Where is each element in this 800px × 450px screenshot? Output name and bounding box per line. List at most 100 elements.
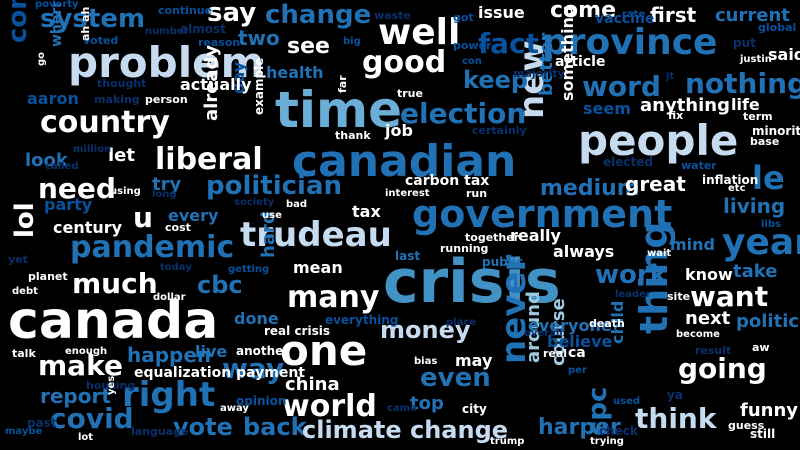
cloud-word: u <box>133 201 153 234</box>
cloud-word: make <box>38 349 123 382</box>
cloud-word: time <box>275 81 403 139</box>
cloud-word: even <box>420 363 491 393</box>
cloud-word: article <box>555 54 606 70</box>
cloud-word: wait <box>647 248 672 259</box>
cloud-word: believe <box>547 332 613 351</box>
cloud-word: debt <box>12 286 38 297</box>
cloud-word: used <box>613 396 641 407</box>
cloud-word: talk <box>12 347 36 360</box>
cloud-word: go <box>36 51 47 66</box>
cloud-word: long <box>152 189 177 200</box>
cloud-word: let <box>108 145 135 166</box>
cloud-word: elected <box>603 155 653 169</box>
cloud-word: true <box>397 87 423 100</box>
cloud-word: jt <box>666 71 675 82</box>
cloud-word: need <box>38 172 116 205</box>
cloud-word: many <box>287 280 380 315</box>
cloud-word: trump <box>490 436 525 447</box>
cloud-word: waste <box>374 9 411 22</box>
cloud-word: per <box>568 365 587 376</box>
cloud-word: far <box>336 75 349 93</box>
cloud-word: two <box>238 26 280 50</box>
cloud-word: nothing <box>685 67 800 100</box>
cloud-word: canada <box>8 291 219 351</box>
cloud-word: anything <box>640 95 730 116</box>
cloud-word: run <box>466 187 488 200</box>
cloud-word: site <box>667 290 691 303</box>
cloud-word: better <box>536 32 557 96</box>
cloud-word: ya <box>667 388 683 402</box>
cloud-word: thank <box>335 129 371 142</box>
cloud-word: election <box>400 97 527 130</box>
cloud-word: fact <box>478 27 540 60</box>
cloud-word: result <box>695 344 732 357</box>
cloud-word: lol <box>10 202 40 238</box>
cloud-word: covid <box>50 402 134 435</box>
cloud-word: say <box>207 0 257 28</box>
cloud-word: come <box>550 0 616 23</box>
cloud-word: guess <box>728 419 765 432</box>
cloud-word: great <box>625 172 686 196</box>
cloud-word: almost <box>180 22 226 36</box>
cloud-word: check <box>599 424 638 438</box>
cloud-word: next <box>685 308 731 329</box>
cloud-word: change <box>265 0 372 30</box>
cloud-word: way <box>222 352 285 385</box>
cloud-word: mean <box>293 258 343 277</box>
cloud-word: report <box>40 384 111 408</box>
cloud-word: planet <box>28 270 68 283</box>
cloud-word: justin <box>740 54 772 65</box>
cloud-word: see <box>287 34 330 59</box>
cloud-word: going <box>678 352 767 385</box>
cloud-word: public <box>482 255 524 269</box>
cloud-word: came <box>387 403 417 414</box>
cloud-word: le <box>752 159 785 197</box>
cloud-word: job <box>385 121 413 140</box>
cloud-word: power <box>453 39 492 52</box>
cloud-word: well <box>378 12 461 53</box>
cloud-word: seem <box>583 99 631 118</box>
cloud-word: word <box>582 70 661 103</box>
cloud-word: continue <box>158 4 213 17</box>
cloud-word: living <box>723 194 786 218</box>
cloud-word: carbon tax <box>405 173 490 189</box>
cloud-word: yes <box>106 375 117 395</box>
cloud-word: yet <box>8 253 28 266</box>
cloud-word: liberal <box>155 142 263 177</box>
cloud-word: year <box>722 222 800 263</box>
cloud-word: using <box>110 186 141 197</box>
cloud-word: right <box>122 375 216 415</box>
cloud-word: last <box>395 249 421 263</box>
cloud-word: past <box>27 416 57 430</box>
cloud-word: cost <box>165 221 191 234</box>
cloud-word: inflation <box>702 173 759 187</box>
cloud-word: china <box>285 374 340 395</box>
cloud-word: vote <box>173 413 233 441</box>
cloud-word: equalization payment <box>134 365 305 381</box>
cloud-word: use <box>262 210 282 221</box>
cloud-word: aaron <box>27 89 79 108</box>
cloud-word: away <box>220 403 249 414</box>
cloud-word: want <box>690 280 769 313</box>
cloud-word: trying <box>590 436 624 447</box>
cloud-word: one <box>280 326 368 375</box>
cloud-word: water <box>681 159 717 172</box>
cloud-word: look <box>25 150 68 171</box>
cloud-word: death <box>589 317 625 330</box>
cloud-word: province <box>542 22 718 63</box>
cloud-word: tax <box>352 202 381 221</box>
cloud-word: minority <box>752 124 800 138</box>
cloud-word: world <box>282 389 377 424</box>
cloud-word: person <box>145 93 188 106</box>
cloud-word: trudeau <box>240 215 392 255</box>
cloud-word: voted <box>83 34 119 47</box>
cloud-word: life <box>731 95 760 114</box>
cloud-word: enough <box>65 346 108 357</box>
cloud-word: city <box>462 402 487 416</box>
cloud-word: today <box>160 262 192 273</box>
cloud-word: top <box>410 393 444 414</box>
cloud-word: harper <box>538 415 621 440</box>
cloud-word: opinion <box>236 394 287 408</box>
cloud-word: libs <box>761 219 781 230</box>
cloud-word: work <box>595 260 667 290</box>
